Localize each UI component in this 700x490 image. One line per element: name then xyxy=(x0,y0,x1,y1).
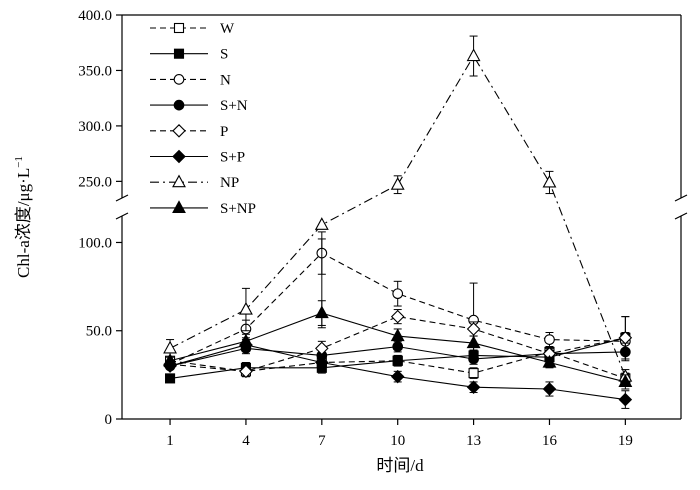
legend-item-np: NP xyxy=(150,174,239,191)
data-point-s-plus-np xyxy=(390,328,405,342)
axis-break-mark xyxy=(115,212,129,220)
data-point-p xyxy=(618,331,633,345)
data-point-p xyxy=(239,364,253,379)
series-p xyxy=(163,309,633,379)
axis-ticks: 1 4 7 10 13 16 19 0 50.0 100.0 250.0 300.0 350.0 400.… xyxy=(78,8,633,449)
plot-frame xyxy=(115,14,688,420)
y-axis-title-main: Chl-a浓度/μg·L xyxy=(14,168,33,278)
data-point-s-plus-np xyxy=(239,333,253,347)
legend-item-n: N xyxy=(150,72,231,88)
legend-label: W xyxy=(220,21,235,37)
data-point-s-plus-np xyxy=(542,354,557,368)
y-axis-title: Chl-a浓度/μg·L−1 xyxy=(13,156,33,278)
axis-break-mark xyxy=(674,212,688,220)
legend-marker xyxy=(172,124,186,138)
legend-marker xyxy=(173,48,185,59)
data-point-np xyxy=(390,177,405,190)
data-point-np xyxy=(314,217,329,230)
data-point-s-plus-p xyxy=(542,382,557,396)
axis-break-mark xyxy=(674,194,688,202)
y-tick-label: 0 xyxy=(105,412,113,428)
legend-label: S+P xyxy=(220,150,245,166)
legend-label: N xyxy=(220,72,231,88)
legend-label: S+N xyxy=(220,98,248,114)
x-tick-label: 1 xyxy=(166,433,174,449)
data-point-s-plus-p xyxy=(618,392,633,407)
legend-marker xyxy=(173,74,185,85)
data-point-np xyxy=(542,174,557,188)
data-point-s xyxy=(392,355,403,366)
legend-marker xyxy=(172,200,186,213)
data-point-s-plus-np xyxy=(618,374,633,387)
series-layer xyxy=(163,35,633,409)
data-point-n xyxy=(544,334,555,345)
x-tick-label: 19 xyxy=(618,433,633,449)
legend-item-s-plus-n: S+N xyxy=(150,98,248,114)
y-tick-label: 50.0 xyxy=(86,324,112,340)
x-tick-label: 16 xyxy=(542,433,558,449)
legend-item-s-plus-np: S+NP xyxy=(150,200,256,217)
data-point-s-plus-np xyxy=(314,305,329,319)
x-tick-label: 10 xyxy=(390,433,405,449)
series-np xyxy=(163,35,633,385)
legend-item-s-plus-p: S+P xyxy=(150,150,245,166)
axis-break-mark xyxy=(115,194,129,202)
legend-marker xyxy=(173,99,185,111)
x-axis-title: 时间/d xyxy=(376,456,424,475)
data-point-np xyxy=(239,301,253,315)
y-axis-title-sup: −1 xyxy=(13,156,25,168)
data-point-s xyxy=(165,373,176,384)
x-tick-label: 13 xyxy=(466,433,481,449)
legend-item-w: W xyxy=(150,21,235,37)
series-s-plus-np xyxy=(163,300,633,390)
data-point-s-plus-np xyxy=(163,353,177,366)
y-tick-label: 400.0 xyxy=(78,8,112,24)
legend-item-s: S xyxy=(150,47,228,63)
data-point-p xyxy=(315,341,329,356)
legend-label: S+NP xyxy=(220,201,256,217)
data-point-p xyxy=(466,322,481,336)
data-point-p xyxy=(390,309,405,324)
legend-item-p: P xyxy=(150,124,228,140)
y-tick-label: 300.0 xyxy=(78,119,112,135)
x-tick-label: 4 xyxy=(242,433,250,449)
data-point-s-plus-n xyxy=(468,353,479,365)
data-point-s-plus-p xyxy=(466,380,481,395)
legend-marker xyxy=(172,149,186,164)
data-point-np xyxy=(466,48,481,62)
y-tick-label: 100.0 xyxy=(78,235,112,251)
data-point-s-plus-p xyxy=(390,369,405,384)
y-tick-label: 250.0 xyxy=(78,174,112,190)
y-tick-label: 350.0 xyxy=(78,63,112,79)
data-point-s-plus-np xyxy=(466,335,481,349)
data-point-s-plus-p xyxy=(315,355,329,370)
data-point-n xyxy=(392,288,404,300)
x-tick-label: 7 xyxy=(318,433,326,449)
legend-marker xyxy=(172,174,186,188)
legend-label: P xyxy=(220,124,228,140)
legend-marker xyxy=(173,22,185,34)
data-point-w xyxy=(468,368,479,379)
data-point-np xyxy=(163,340,177,354)
legend-label: NP xyxy=(220,175,239,191)
svg-text:Chl-a浓度/μg·L−1: Chl-a浓度/μg·L−1 xyxy=(13,156,33,278)
legend-label: S xyxy=(220,47,228,63)
